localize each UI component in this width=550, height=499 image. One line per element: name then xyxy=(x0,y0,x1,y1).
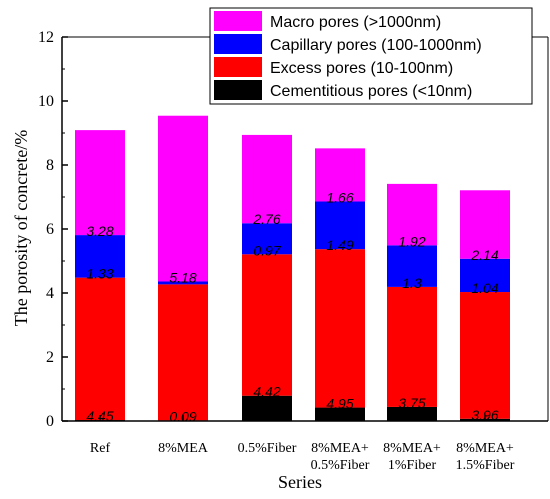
bar-value-label: 1.33 xyxy=(86,266,113,282)
bars-layer: 0.034.451.333.280.020.095.180.794.420.97… xyxy=(75,115,510,424)
bar-segment xyxy=(315,201,365,250)
bar-segment xyxy=(75,235,125,278)
x-category-label: 0.5%Fiber xyxy=(238,441,297,456)
legend-entry-label: Macro pores (>1000nm) xyxy=(270,14,441,31)
bar-value-label: 0.42 xyxy=(326,404,353,420)
legend-box xyxy=(209,7,533,105)
x-axis-title: Series xyxy=(278,472,322,492)
y-tick-label: 2 xyxy=(46,349,54,366)
bar-value-label: 1.04 xyxy=(471,280,498,296)
legend-swatch xyxy=(214,34,262,54)
bar-segment xyxy=(158,115,208,282)
x-category-label: 8%MEA+ xyxy=(383,441,441,456)
legend-swatch xyxy=(214,57,262,77)
x-category-label: 1%Fiber xyxy=(388,458,437,473)
bar-value-label: 3.75 xyxy=(398,395,425,411)
bar-segment xyxy=(158,284,208,421)
legend-entry-label: Excess pores (10-100nm) xyxy=(270,60,453,77)
bar-segment xyxy=(387,245,437,287)
bar-value-label: 3.96 xyxy=(471,407,498,423)
bar-value-label: 1.49 xyxy=(326,237,353,253)
bar-segment xyxy=(315,148,365,202)
bar-value-label: 2.76 xyxy=(252,211,280,227)
bar-segment xyxy=(387,406,437,421)
bar-segment xyxy=(460,190,510,259)
bar-value-label: 0.97 xyxy=(253,242,281,258)
legend-entry-label: Capillary pores (100-1000nm) xyxy=(270,37,482,54)
y-tick-label: 8 xyxy=(46,157,54,174)
y-tick-label: 12 xyxy=(38,29,54,46)
bar-value-label: 5.18 xyxy=(169,269,196,285)
bar-value-label: 4.42 xyxy=(253,384,280,400)
bar-segment xyxy=(158,281,208,285)
bar-value-label: 3.28 xyxy=(86,223,113,239)
legend-swatch xyxy=(214,80,262,100)
x-category-label: 1.5%Fiber xyxy=(456,458,515,473)
bar-value-label: 1.92 xyxy=(398,233,425,249)
legend-entry-label: Cementitious pores (<10nm) xyxy=(270,83,472,100)
legend: Macro pores (>1000nm) Capillary pores (10… xyxy=(209,7,533,105)
y-axis-title: The porosity of concrete/% xyxy=(11,130,31,326)
bar-segment xyxy=(242,134,292,224)
bar-segment xyxy=(242,254,292,396)
legend-swatch xyxy=(214,11,262,31)
x-category-label: 8%MEA+ xyxy=(311,441,369,456)
y-tick-label: 4 xyxy=(46,285,54,302)
bar-value-label: 1.66 xyxy=(326,189,353,205)
y-tick-label: 6 xyxy=(46,221,54,238)
bar-segment xyxy=(387,183,437,246)
bar-segment xyxy=(75,277,125,421)
bar-value-label: 4.95 xyxy=(326,396,353,412)
bar-segment xyxy=(387,286,437,407)
bar-segment xyxy=(315,249,365,408)
bar-value-label: 2.14 xyxy=(470,247,498,263)
bar-segment xyxy=(75,130,125,236)
y-tick-label: 10 xyxy=(38,93,54,110)
bar-value-label: 1.3 xyxy=(402,275,422,291)
x-category-label: 0.5%Fiber xyxy=(311,458,370,473)
bar-value-label: 0.44 xyxy=(398,404,425,420)
bar-segment xyxy=(460,258,510,293)
bar-segment xyxy=(315,407,365,421)
bar-segment xyxy=(242,223,292,255)
x-category-label: 8%MEA+ xyxy=(456,441,514,456)
y-tick-label: 0 xyxy=(46,413,54,430)
x-category-label: Ref xyxy=(90,441,111,456)
bar-value-label: 0.79 xyxy=(253,404,280,420)
x-category-label: 8%MEA xyxy=(158,441,209,456)
bar-segment xyxy=(460,292,510,419)
